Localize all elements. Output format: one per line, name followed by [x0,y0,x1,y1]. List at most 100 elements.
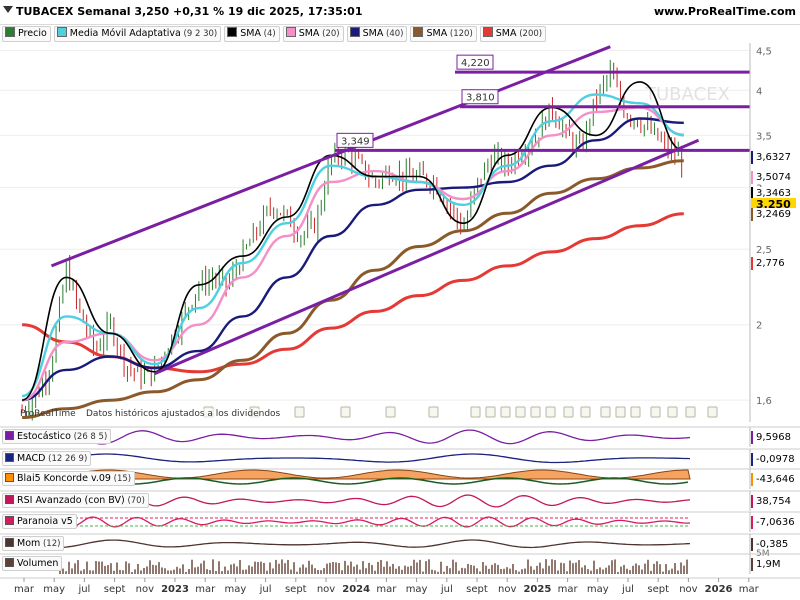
x-tick-label: jul [621,584,634,595]
series-line-1 [22,159,684,419]
x-tick-label: jul [77,584,90,595]
panel-line-0 [60,429,691,445]
y-tick-label: 3,5 [756,131,772,142]
legend-item-1[interactable]: Media Móvil Adaptativa (9 2 30) [53,26,222,42]
panel-line-5 [59,539,691,549]
x-tick-label: nov [317,584,335,595]
panel-value-4: -7,0636 [751,516,796,529]
panel-label-6[interactable]: Volumen [2,556,63,571]
panel-value-5: -0,385 [751,538,796,551]
legend-params: (120) [447,29,473,39]
event-markers [203,406,718,418]
event-marker-icon [650,406,661,418]
x-tick-label: sept [466,584,488,595]
panel-label-5[interactable]: Mom (12) [2,536,65,551]
y-axis: 1,622,533,544,5 [749,43,772,422]
event-marker-icon [707,406,718,418]
event-marker-icon [470,406,481,418]
panel-label-4[interactable]: Paranoia v5 [2,514,77,529]
last-value-2: 3,3463 [751,187,796,200]
event-marker-icon [600,406,611,418]
legend-label: SMA [240,28,261,39]
legend-item-6[interactable]: SMA (200) [479,26,547,42]
last-value-0: 3,6327 [751,151,796,164]
last-value-1: 3,5074 [751,171,796,184]
event-marker-icon [500,406,511,418]
x-tick-label: sept [285,584,307,595]
legend-swatch-icon [5,27,15,37]
x-tick-label: 2026 [705,584,733,595]
panel-name: Volumen [17,558,59,569]
legend-swatch-icon [349,27,360,37]
event-marker-icon [667,406,678,418]
legend-params: (40) [383,29,404,39]
panel-params: (26 8 5) [70,432,108,442]
panel-scale-6: 5M [756,549,770,559]
panel-swatch-icon [5,538,14,547]
panel-params: (15) [110,474,132,484]
panel-name: RSI Avanzado (con BV) [17,495,125,506]
koncorde-area [59,469,691,480]
panel-line-3 [59,494,691,508]
x-tick-label: jul [440,584,453,595]
x-tick-label: sept [647,584,669,595]
level-label-box [461,89,499,105]
channel-lower-line [153,138,700,376]
legend-label: SMA [495,28,517,39]
event-marker-icon [385,406,396,418]
legend-swatch-icon [285,27,296,37]
panel-params: (70) [124,496,145,506]
y-tick-label: 2,5 [756,245,772,256]
legend-params: (20) [319,29,340,39]
series-line-2 [21,117,684,402]
event-marker-icon [515,406,526,418]
trend-channel [50,45,700,376]
legend-item-0[interactable]: Precio [2,26,51,42]
panel-swatch-icon [5,431,14,440]
x-tick-label: mar [558,584,579,595]
panel-label-1[interactable]: MACD (12 26 9) [2,451,92,466]
x-tick-label: mar [195,584,216,595]
x-tick-label: may [225,584,247,595]
x-tick-label: may [406,584,428,595]
legend-params: (9 2 30) [180,29,218,39]
collapse-icon[interactable] [3,6,13,13]
panel-params: (12 26 9) [45,454,88,464]
x-tick-label: jul [259,584,272,595]
event-marker-icon [685,406,696,418]
legend-item-4[interactable]: SMA (40) [346,26,408,42]
panel-params: (12) [40,539,61,549]
legend-item-3[interactable]: SMA (20) [282,26,344,42]
level-label: 3,810 [466,93,495,104]
panel-value-0: 9,5968 [751,431,796,444]
panel-value-3: 38,754 [751,495,796,508]
panel-label-0[interactable]: Estocástico (26 8 5) [2,429,112,444]
legend-swatch-icon [413,27,424,37]
level-label: 3,349 [341,136,370,147]
watermark: TUBACEX [644,84,730,105]
panel-line-1 [59,453,691,464]
moving-averages [21,81,684,419]
site-url[interactable]: www.ProRealTime.com [653,5,796,18]
event-marker-icon [485,406,496,418]
channel-upper-line [50,45,611,268]
y-tick-label: 1,6 [756,396,772,407]
x-tick-label: may [43,584,65,595]
x-tick-label: nov [679,584,697,595]
panel-name: Estocástico [17,431,71,442]
legend-swatch-icon [56,27,67,37]
legend-label: SMA [362,28,384,39]
level-label-box [456,54,494,70]
legend-label: SMA [426,28,448,39]
legend-item-2[interactable]: SMA (4) [224,26,280,42]
x-tick-label: sept [104,584,126,595]
event-marker-icon [630,406,641,418]
panel-label-3[interactable]: RSI Avanzado (con BV) (70) [2,493,149,508]
event-marker-icon [340,406,351,418]
legend-item-5[interactable]: SMA (120) [410,26,477,42]
level-label: 4,220 [461,58,490,69]
panel-label-2[interactable]: Blai5 Koncorde v.09 (15) [2,471,136,486]
panel-value-6: 1,9M [751,558,796,571]
panel-swatch-icon [5,473,14,482]
